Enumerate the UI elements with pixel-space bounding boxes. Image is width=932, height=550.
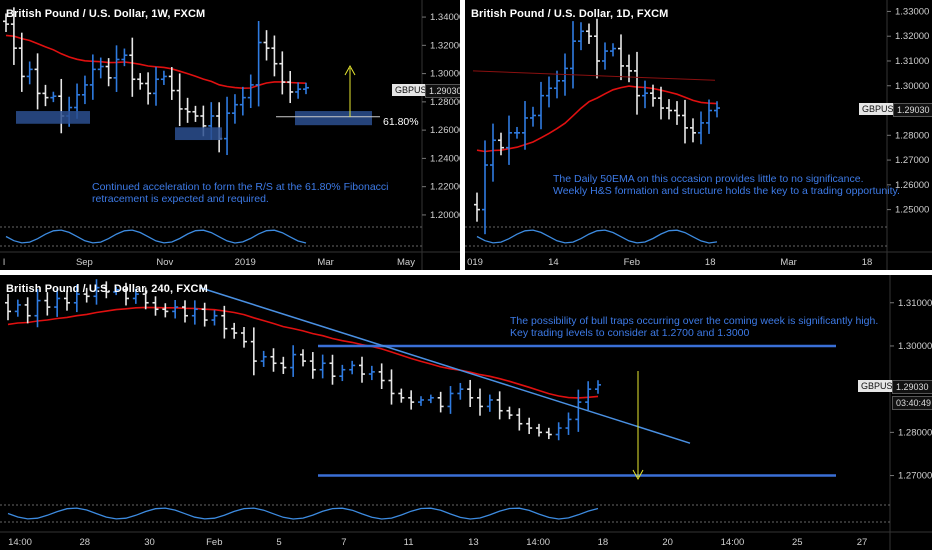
chart-annotation: The possibility of bull traps occurring … — [510, 315, 878, 339]
annotation-line: The Daily 50EMA on this occasion provide… — [553, 173, 864, 185]
weekly-chart-panel[interactable]: 1.34000 1.32000 1.30000 1.28000 1.26000 1.240… — [0, 0, 460, 270]
x-tick-label: 18 — [862, 257, 873, 268]
x-tick-label: 25 — [792, 537, 803, 548]
y-tick-label: 1.24000 — [430, 153, 460, 164]
fibonacci-label: 61.80% — [383, 116, 419, 128]
x-tick-label: May — [397, 257, 415, 268]
annotation-line: Continued acceleration to form the R/S a… — [92, 181, 389, 193]
y-tick-label: 1.26000 — [430, 125, 460, 136]
x-tick-label: 2019 — [235, 257, 256, 268]
y-tick-label: 1.32000 — [430, 40, 460, 51]
x-tick-label: Mar — [317, 257, 333, 268]
annotation-line: Key trading levels to consider at 1.2700… — [510, 327, 750, 339]
symbol-badge: GBPUSD — [858, 380, 903, 392]
price-badge: 1.29030 — [893, 103, 932, 117]
oscillator-line — [7, 507, 599, 520]
x-tick-label: Mar — [780, 257, 796, 268]
x-tick-label: 27 — [857, 537, 868, 548]
y-tick-label: 1.20000 — [430, 210, 460, 221]
weekly-chart-canvas[interactable]: 1.34000 1.32000 1.30000 1.28000 1.26000 1.240… — [0, 0, 460, 270]
x-tick-label: 20 — [662, 537, 673, 548]
symbol-badge: GBPUSD — [859, 103, 904, 115]
support-resistance-zone — [16, 111, 90, 124]
ema-line — [476, 85, 718, 153]
x-tick-label: 14:00 — [721, 537, 745, 548]
y-tick-label: 1.31000 — [895, 56, 929, 67]
y-tick-label: 1.33000 — [895, 6, 929, 17]
x-tick-label: 18 — [705, 257, 716, 268]
y-tick-label: 1.28000 — [895, 130, 929, 141]
x-tick-label: Feb — [206, 537, 222, 548]
x-tick-label: 5 — [276, 537, 281, 548]
oscillator-line — [476, 229, 718, 244]
y-tick-label: 1.28000 — [898, 427, 932, 438]
y-tick-label: 1.30000 — [898, 341, 932, 352]
x-tick-label: Sep — [76, 257, 93, 268]
daily-chart-canvas[interactable]: 1.33000 1.32000 1.31000 1.30000 1.29030 1.280… — [465, 0, 932, 270]
daily-chart-panel[interactable]: 1.33000 1.32000 1.31000 1.30000 1.29030 1.280… — [465, 0, 932, 270]
x-tick-label: 14 — [548, 257, 559, 268]
x-tick-label: 7 — [341, 537, 346, 548]
y-tick-label: 1.32000 — [895, 31, 929, 42]
y-tick-label: 1.30000 — [430, 69, 460, 80]
y-tick-label: 1.26000 — [895, 180, 929, 191]
x-tick-label: l — [3, 257, 5, 268]
x-tick-label: 30 — [144, 537, 155, 548]
x-tick-label: 18 — [598, 537, 609, 548]
x-tick-label: Feb — [624, 257, 640, 268]
projection-arrowhead — [344, 64, 356, 76]
oscillator-line — [5, 229, 307, 244]
y-tick-label: 1.22000 — [430, 182, 460, 193]
support-resistance-zone — [175, 127, 222, 141]
y-tick-label: 1.31000 — [898, 298, 932, 309]
y-tick-label: 1.30000 — [895, 81, 929, 92]
h4-chart-canvas[interactable]: 1.31000 1.30000 1.29030 1.28000 1.27000 14:00… — [0, 275, 932, 550]
y-tick-label: 1.28000 — [430, 97, 460, 108]
chart-title: British Pound / U.S. Dollar, 1W, FXCM — [6, 8, 206, 20]
annotation-line: Weekly H&S formation and structure holds… — [553, 185, 900, 197]
x-tick-label: 14:00 — [526, 537, 550, 548]
descending-trendline — [199, 286, 691, 444]
price-badge: 1.29030 — [892, 380, 932, 394]
price-badge: 1.29030 — [425, 84, 460, 98]
chart-annotation: The Daily 50EMA on this occasion provide… — [553, 173, 900, 197]
chart-annotation: Continued acceleration to form the R/S a… — [92, 181, 389, 205]
annotation-line: The possibility of bull traps occurring … — [510, 315, 879, 327]
chart-title: British Pound / U.S. Dollar, 1D, FXCM — [471, 8, 669, 20]
projection-arrowhead — [632, 469, 644, 481]
support-resistance-zone — [295, 111, 372, 126]
h4-chart-panel[interactable]: 1.31000 1.30000 1.29030 1.28000 1.27000 14:00… — [0, 275, 932, 550]
x-tick-label: 13 — [468, 537, 479, 548]
countdown-badge: 03:40:49 — [892, 396, 932, 410]
y-tick-label: 1.34000 — [430, 12, 460, 23]
ema-line — [7, 306, 599, 399]
annotation-line: retracement is expected and required. — [92, 193, 269, 205]
x-tick-label: 019 — [467, 257, 483, 268]
y-tick-label: 1.25000 — [895, 205, 929, 216]
y-tick-label: 1.27000 — [895, 155, 929, 166]
long-ema-line — [472, 70, 716, 81]
ema-line — [5, 34, 307, 90]
x-tick-label: 28 — [79, 537, 90, 548]
x-tick-label: 14:00 — [8, 537, 32, 548]
chart-title: British Pound / U.S. Dollar, 240, FXCM — [6, 283, 208, 295]
y-tick-label: 1.27000 — [898, 471, 932, 482]
x-tick-label: 11 — [404, 537, 414, 548]
x-tick-label: Nov — [156, 257, 173, 268]
